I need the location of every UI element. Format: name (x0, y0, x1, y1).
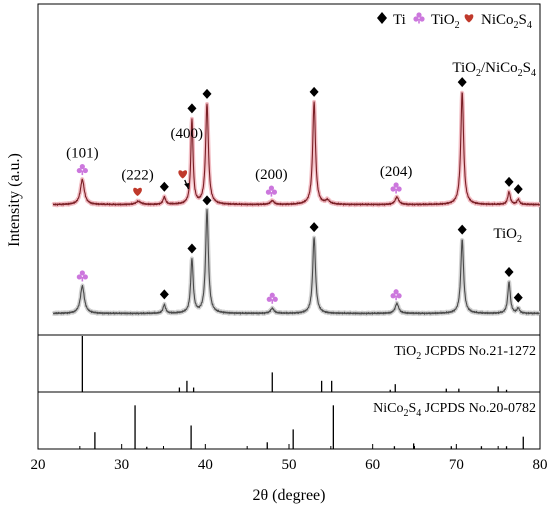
hkl-label: (222) (121, 168, 154, 184)
series-label-composite: TiO2/NiCo2S4 (452, 60, 536, 79)
reference-label-tio2: TiO2 JCPDS No.21-1272 (394, 344, 536, 362)
peak-marker-diamond-7 (309, 86, 319, 97)
peak-marker-diamond-14 (187, 243, 197, 254)
marker-layer: (101) (222) (400) (200) (204) (66, 77, 523, 304)
club-shape-lobe (416, 12, 422, 18)
x-tick-label: 50 (282, 457, 297, 473)
peak-marker-diamond-15 (202, 195, 212, 206)
peak-marker-club-6-lobe (265, 189, 272, 195)
club-shape-lobe (419, 16, 425, 22)
peak-marker-club-8-lobe (390, 186, 396, 192)
series-line-0 (52, 92, 540, 206)
club-shape-lobe (413, 16, 419, 22)
peak-marker-club-18 (390, 289, 402, 301)
peak-marker-diamond-5 (202, 88, 212, 99)
x-axis: 20 30 40 50 60 70 80 (31, 444, 548, 473)
club-shape (413, 12, 425, 24)
peak-marker-club-8-lobe (393, 182, 399, 188)
peak-marker-diamond-4 (187, 103, 197, 114)
reference-layer (81, 336, 524, 449)
club-shape-stem (418, 19, 420, 24)
peak-marker-club-8 (390, 182, 402, 194)
series-line-1 (52, 209, 540, 315)
legend-heart-icon (464, 14, 474, 23)
peak-marker-club-0-stem (81, 170, 84, 176)
x-tick-label: 20 (31, 457, 46, 473)
series-label-tio2: TiO2 (493, 226, 522, 245)
peak-marker-club-16-lobe (269, 292, 275, 298)
peak-marker-diamond-21 (513, 292, 523, 303)
peak-marker-club-12-lobe (79, 270, 85, 276)
peak-marker-club-16-lobe (266, 296, 272, 302)
peak-marker-diamond-20 (504, 267, 514, 278)
legend-label-tio2: TiO2 (431, 12, 460, 31)
arrowhead (184, 183, 190, 190)
hkl-label: (204) (380, 164, 413, 180)
x-tick-label: 30 (114, 457, 129, 473)
x-tick-label: 40 (198, 457, 213, 473)
peak-marker-club-18-lobe (393, 289, 399, 295)
peak-marker-club-12-lobe (82, 274, 88, 280)
peak-marker-diamond-13 (159, 289, 169, 300)
x-tick-label: 70 (449, 457, 464, 473)
peak-marker-diamond-19 (457, 224, 467, 235)
hkl-label: (400) (170, 126, 203, 142)
peak-marker-club-0-lobe (79, 163, 85, 170)
peak-marker-club-6 (265, 185, 278, 197)
peak-marker-club-0 (76, 163, 88, 176)
peak-marker-club-6-stem (270, 192, 273, 197)
peak-marker-club-16-lobe (272, 296, 278, 302)
peak-marker-diamond-17 (309, 222, 319, 233)
legend-diamond-icon (377, 12, 387, 24)
peak-marker-club-12-lobe (76, 274, 82, 280)
series-layer (51, 90, 540, 317)
y-axis-label: Intensity (a.u.) (6, 153, 23, 247)
heart-shape (464, 14, 474, 23)
hkl-label: (200) (255, 167, 288, 183)
peak-marker-diamond-2 (159, 181, 169, 192)
peak-marker-club-8-lobe (396, 186, 402, 192)
x-axis-label: 2θ (degree) (253, 487, 326, 504)
peak-marker-club-8-stem (395, 189, 397, 194)
peak-marker-club-0-lobe (82, 167, 88, 174)
peak-marker-club-16 (266, 292, 278, 304)
peak-marker-club-18-lobe (396, 293, 402, 299)
peak-marker-heart-3 (178, 170, 188, 179)
x-tick-label: 60 (365, 457, 380, 473)
peak-marker-club-6-lobe (271, 189, 278, 195)
reference-label-nico2s4: NiCo2S4 JCPDS No.20-0782 (373, 401, 536, 419)
x-tick-label: 80 (533, 457, 548, 473)
series-halo-1 (51, 207, 540, 317)
peak-marker-club-18-lobe (390, 293, 396, 299)
legend-label-nico2s4: NiCo2S4 (481, 12, 532, 31)
peak-marker-diamond-9 (457, 77, 467, 88)
peak-marker-club-12 (76, 270, 88, 282)
peak-marker-diamond-11 (513, 184, 523, 195)
peak-marker-club-18-stem (395, 295, 397, 301)
peak-marker-diamond-10 (504, 176, 514, 187)
peak-marker-club-12-stem (81, 276, 84, 282)
hkl-label: (101) (66, 146, 99, 162)
legend: Ti TiO2 NiCo2S4 (377, 12, 532, 31)
legend-label-ti: Ti (393, 12, 406, 28)
peak-marker-club-6-lobe (268, 185, 275, 191)
peak-marker-heart-1 (133, 187, 142, 197)
legend-club-icon (413, 12, 425, 24)
peak-marker-club-16-stem (271, 299, 274, 304)
peak-marker-club-0-lobe (76, 167, 82, 174)
